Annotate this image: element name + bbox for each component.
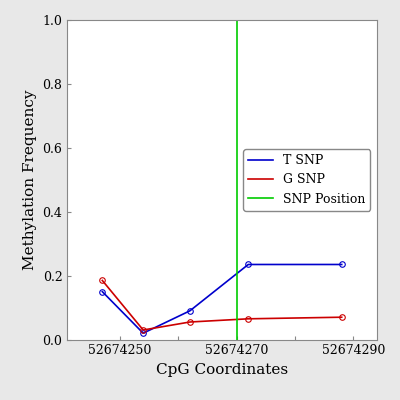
Legend: T SNP, G SNP, SNP Position: T SNP, G SNP, SNP Position xyxy=(243,149,370,210)
G SNP xyxy=(100,278,105,283)
Line: T SNP: T SNP xyxy=(100,262,344,336)
G SNP xyxy=(246,316,251,321)
Line: G SNP: G SNP xyxy=(100,278,344,333)
Y-axis label: Methylation Frequency: Methylation Frequency xyxy=(23,90,37,270)
T SNP xyxy=(188,308,192,313)
G SNP xyxy=(141,328,146,332)
G SNP xyxy=(339,315,344,320)
T SNP xyxy=(246,262,251,267)
X-axis label: CpG Coordinates: CpG Coordinates xyxy=(156,363,288,377)
G SNP xyxy=(188,320,192,324)
T SNP xyxy=(141,331,146,336)
T SNP xyxy=(339,262,344,267)
T SNP xyxy=(100,289,105,294)
